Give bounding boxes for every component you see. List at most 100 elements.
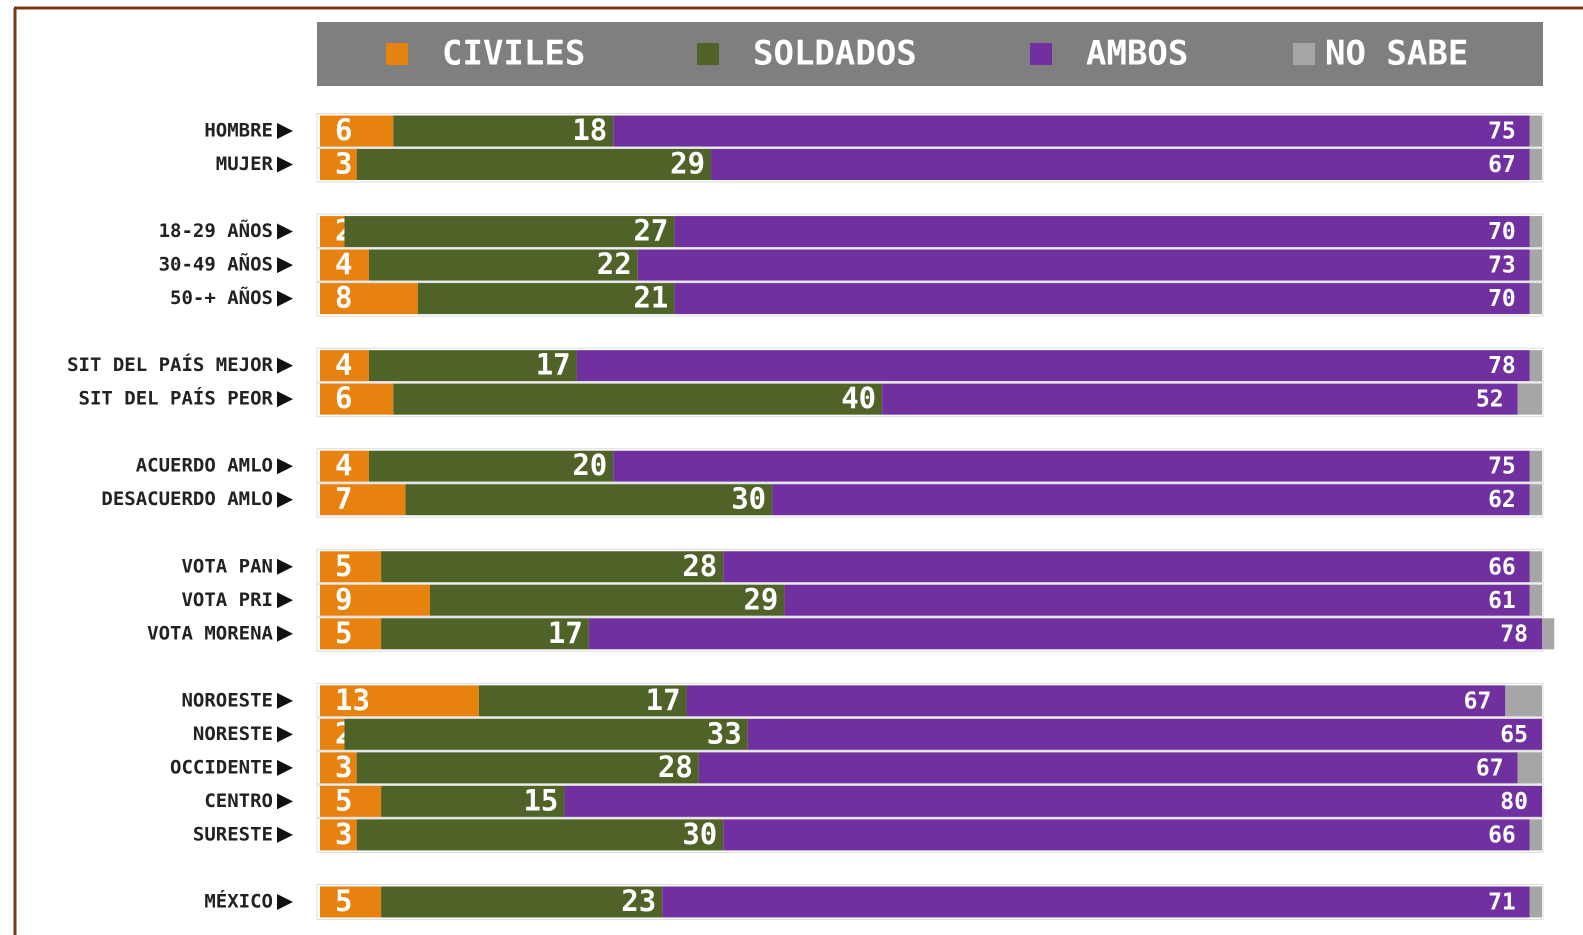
- value-label: 67: [1488, 152, 1516, 178]
- value-label: 28: [682, 549, 717, 583]
- bar-segment: [588, 618, 1542, 650]
- bar-segment: [320, 149, 357, 181]
- bar-segment: [344, 216, 675, 248]
- value-label: 73: [1488, 253, 1516, 279]
- value-label: 61: [1488, 588, 1516, 614]
- value-label: 4: [335, 247, 352, 281]
- bar-segment: [320, 383, 394, 415]
- legend-swatch: [386, 43, 408, 65]
- category-label: MUJER: [216, 153, 274, 175]
- row-band: [316, 347, 1544, 384]
- value-label: 66: [1488, 822, 1516, 848]
- label-arrow: [277, 692, 293, 709]
- bar-segment: [772, 484, 1530, 516]
- row-band: [316, 481, 1544, 518]
- bar-segment: [1529, 819, 1542, 851]
- bar-segment: [320, 785, 382, 817]
- category-label: DESACUERDO AMLO: [101, 488, 273, 510]
- value-label: 80: [1500, 789, 1528, 815]
- row-band: [316, 716, 1544, 753]
- value-label: 33: [707, 716, 742, 750]
- value-label: 52: [1476, 387, 1504, 413]
- value-label: 28: [658, 750, 693, 784]
- bar-segment: [344, 718, 748, 750]
- value-label: 70: [1488, 286, 1516, 312]
- value-label: 9: [335, 582, 352, 616]
- category-label: VOTA PAN: [181, 555, 273, 577]
- bar-segment: [613, 115, 1530, 147]
- value-label: 13: [335, 683, 370, 717]
- bar-segment: [356, 819, 724, 851]
- bar-segment: [1505, 685, 1542, 717]
- bar-segment: [1529, 283, 1542, 315]
- bar-segment: [320, 752, 357, 784]
- value-label: 8: [335, 281, 352, 315]
- label-arrow: [277, 625, 293, 642]
- value-label: 6: [335, 381, 352, 415]
- label-arrow: [277, 257, 293, 274]
- value-label: 5: [335, 783, 352, 817]
- label-arrow: [277, 391, 293, 408]
- value-label: 78: [1488, 353, 1516, 379]
- legend-swatch: [1030, 43, 1052, 65]
- value-label: 75: [1488, 454, 1516, 480]
- bar-segment: [417, 283, 675, 315]
- row-band: [316, 247, 1544, 284]
- category-label: 30-49 AÑOS: [159, 252, 273, 276]
- row-band: [316, 749, 1544, 786]
- bar-segment: [381, 886, 663, 918]
- value-label: 3: [335, 147, 352, 181]
- category-label: 18-29 AÑOS: [159, 218, 273, 242]
- bar-segment: [711, 149, 1530, 181]
- label-arrow: [277, 357, 293, 374]
- value-label: 67: [1464, 688, 1492, 714]
- row-band: [316, 280, 1544, 317]
- bar-segment: [320, 283, 418, 315]
- bar-segment: [723, 551, 1530, 583]
- value-label: 15: [523, 783, 558, 817]
- category-label: CENTRO: [204, 790, 273, 812]
- value-label: 27: [633, 214, 668, 248]
- bar-segment: [882, 383, 1518, 415]
- bar-segment: [1542, 618, 1555, 650]
- label-arrow: [277, 223, 293, 240]
- bar-segment: [784, 584, 1530, 616]
- bar-segment: [320, 819, 357, 851]
- value-label: 5: [335, 549, 352, 583]
- bar-segment: [1529, 216, 1542, 248]
- label-arrow: [277, 123, 293, 139]
- label-arrow: [277, 826, 293, 843]
- bar-segment: [381, 551, 724, 583]
- category-label: OCCIDENTE: [170, 756, 273, 778]
- value-label: 4: [335, 448, 352, 482]
- row-band: [316, 816, 1544, 853]
- value-label: 70: [1488, 219, 1516, 245]
- category-label: HOMBRE: [204, 120, 273, 142]
- row-band: [316, 381, 1544, 418]
- legend-swatch: [1293, 43, 1315, 65]
- value-label: 75: [1488, 119, 1516, 145]
- legend-label: CIVILES: [442, 34, 585, 74]
- value-label: 71: [1488, 889, 1516, 915]
- value-label: 62: [1488, 487, 1516, 513]
- legend-swatch: [697, 43, 719, 65]
- category-label: SIT DEL PAÍS PEOR: [79, 387, 274, 410]
- bar-segment: [674, 283, 1530, 315]
- row-band: [316, 582, 1544, 619]
- row-band: [316, 113, 1544, 149]
- value-label: 7: [335, 482, 352, 516]
- bar-segment: [1517, 383, 1542, 415]
- value-label: 3: [335, 817, 352, 851]
- bar-segment: [1529, 886, 1542, 918]
- value-label: 17: [548, 616, 583, 650]
- row-band: [316, 682, 1544, 719]
- category-label: NORESTE: [193, 723, 273, 745]
- label-arrow: [277, 893, 293, 910]
- category-label: SIT DEL PAÍS MEJOR: [67, 353, 273, 376]
- category-label: 50-+ AÑOS: [170, 285, 273, 309]
- category-label: VOTA PRI: [181, 589, 273, 611]
- value-label: 23: [621, 884, 656, 918]
- bar-segment: [1529, 149, 1542, 181]
- bar-segment: [320, 484, 406, 516]
- bar-segment: [356, 752, 699, 784]
